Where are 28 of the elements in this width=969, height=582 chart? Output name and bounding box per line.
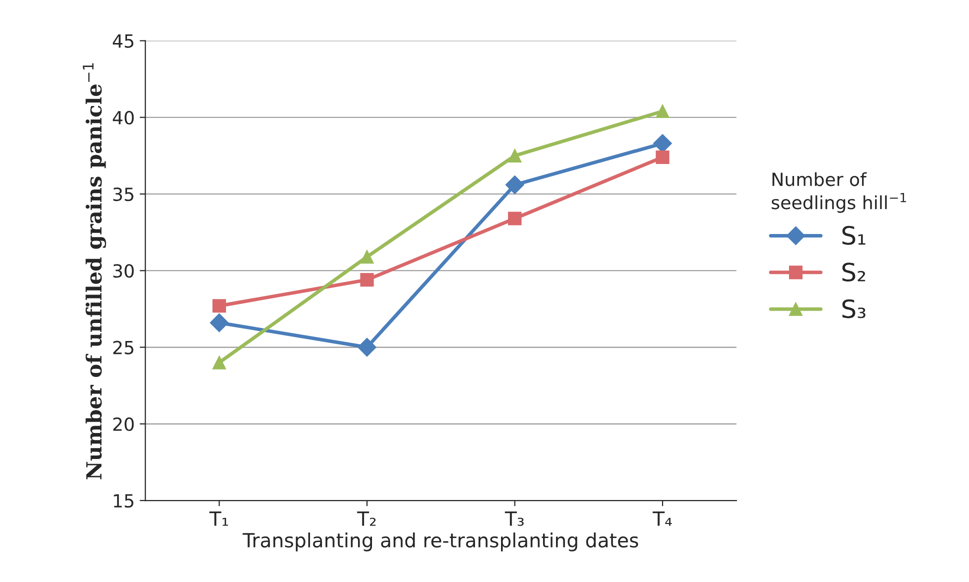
point [360,273,374,287]
x-tick-label: T₁ [209,512,228,526]
y-tick-label: 15 [114,494,134,508]
point [508,148,522,162]
legend-label: S₂ [842,262,866,282]
point [505,175,524,194]
x-tick-label: T₂ [357,512,376,526]
point [210,313,229,332]
point [508,212,522,226]
y-tick-label: 35 [113,187,134,202]
x-tick-label: T₄ [652,512,672,526]
y-tick-label: 30 [113,264,134,278]
point [656,150,670,164]
point [212,356,226,370]
y-tick-label: 20 [113,417,134,432]
y-tick-label: 40 [112,110,134,124]
point [360,250,374,264]
x-axis-title: Transplanting and re-transplanting dates [242,532,638,552]
legend-title: Number of seedlings hill$^{−1}$ [772,172,906,213]
legend-label: S₁ [842,226,866,245]
legend-label: S₃ [842,299,866,318]
y-tick-label: 25 [113,340,134,354]
x-tick-label: T₃ [504,512,524,526]
y-axis-title: Number of unfilled grains panicle$^{−1}$ [82,63,106,480]
point [358,338,376,357]
y-tick-label: 45 [112,34,134,48]
point [656,104,670,118]
point [212,299,226,313]
